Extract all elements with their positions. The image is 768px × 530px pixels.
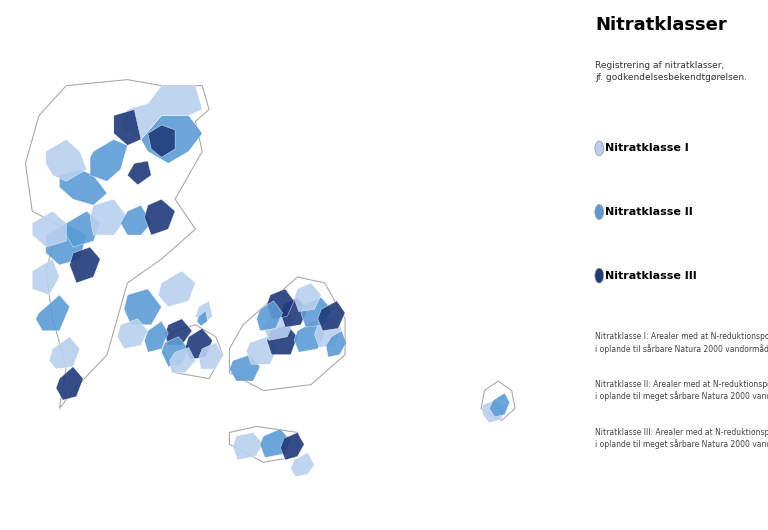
Polygon shape [170, 348, 195, 373]
Polygon shape [326, 331, 346, 357]
Polygon shape [114, 110, 141, 145]
Polygon shape [32, 211, 66, 247]
Polygon shape [141, 116, 202, 163]
Polygon shape [148, 125, 175, 157]
Polygon shape [294, 321, 325, 352]
Text: Nitratklasser: Nitratklasser [595, 16, 727, 34]
Polygon shape [127, 161, 151, 185]
Polygon shape [35, 295, 70, 331]
Polygon shape [318, 301, 345, 331]
Polygon shape [158, 271, 195, 307]
Polygon shape [70, 247, 101, 283]
Text: Nitratklasse II: Nitratklasse II [605, 207, 693, 217]
Polygon shape [195, 301, 213, 324]
Polygon shape [482, 400, 505, 423]
Polygon shape [46, 223, 87, 265]
Ellipse shape [595, 268, 604, 283]
Ellipse shape [595, 205, 604, 219]
Text: Registrering af nitratklasser,
jf. godkendelsesbekendtgørelsen.: Registrering af nitratklasser, jf. godke… [595, 61, 747, 82]
Polygon shape [266, 289, 294, 319]
Polygon shape [161, 325, 223, 378]
Polygon shape [290, 453, 314, 476]
Text: Nitratklasse I: Arealer med at N-reduktionspotentiale på 0-50 %
i oplande til så: Nitratklasse I: Arealer med at N-redukti… [595, 331, 768, 354]
Polygon shape [230, 277, 345, 391]
Polygon shape [49, 337, 80, 369]
Text: Nitratklasse III: Arealer med at N-reduktionspotentiale på 0-50 %
i oplande til : Nitratklasse III: Arealer med at N-reduk… [595, 427, 768, 449]
Polygon shape [46, 139, 87, 181]
Text: Nitratklasse III: Nitratklasse III [605, 271, 697, 280]
Polygon shape [144, 199, 175, 235]
Polygon shape [66, 211, 101, 247]
Polygon shape [56, 367, 83, 400]
Polygon shape [197, 311, 207, 326]
Polygon shape [247, 337, 277, 364]
Polygon shape [121, 205, 151, 235]
Text: Nitratklasse I: Nitratklasse I [605, 144, 689, 153]
Polygon shape [257, 301, 283, 331]
Ellipse shape [595, 141, 604, 156]
Polygon shape [25, 80, 209, 409]
Polygon shape [230, 427, 297, 462]
Polygon shape [165, 319, 192, 345]
Polygon shape [280, 432, 304, 460]
Polygon shape [32, 259, 59, 295]
Polygon shape [481, 381, 515, 420]
Polygon shape [294, 283, 321, 312]
Polygon shape [301, 297, 332, 327]
Polygon shape [144, 321, 168, 352]
Polygon shape [314, 316, 342, 348]
Polygon shape [118, 319, 148, 349]
Polygon shape [230, 355, 260, 381]
Polygon shape [90, 139, 127, 181]
Text: Nitratklasse II: Arealer med at N-reduktionspotentiale på 51-75 %
i oplande til : Nitratklasse II: Arealer med at N-redukt… [595, 379, 768, 401]
Polygon shape [199, 343, 223, 369]
Polygon shape [59, 169, 107, 205]
Polygon shape [263, 309, 294, 340]
Polygon shape [124, 289, 161, 325]
Polygon shape [90, 199, 127, 235]
Polygon shape [280, 297, 308, 327]
Polygon shape [266, 325, 297, 355]
Polygon shape [260, 429, 290, 457]
Polygon shape [233, 432, 263, 460]
Polygon shape [489, 393, 510, 417]
Polygon shape [185, 329, 213, 359]
Polygon shape [121, 86, 202, 139]
Polygon shape [161, 337, 189, 367]
